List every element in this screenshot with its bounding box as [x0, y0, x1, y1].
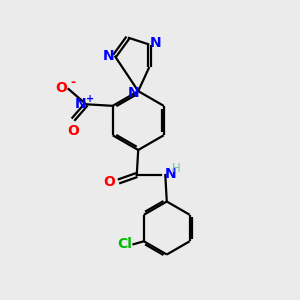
Text: O: O	[55, 81, 67, 94]
Text: H: H	[172, 162, 181, 175]
Text: -: -	[70, 76, 76, 89]
Text: O: O	[103, 175, 115, 188]
Text: N: N	[164, 167, 176, 182]
Text: N: N	[128, 85, 140, 100]
Text: N: N	[75, 98, 86, 111]
Text: N: N	[103, 49, 115, 63]
Text: O: O	[67, 124, 79, 138]
Text: Cl: Cl	[117, 237, 132, 251]
Text: N: N	[149, 36, 161, 50]
Text: +: +	[86, 94, 94, 104]
